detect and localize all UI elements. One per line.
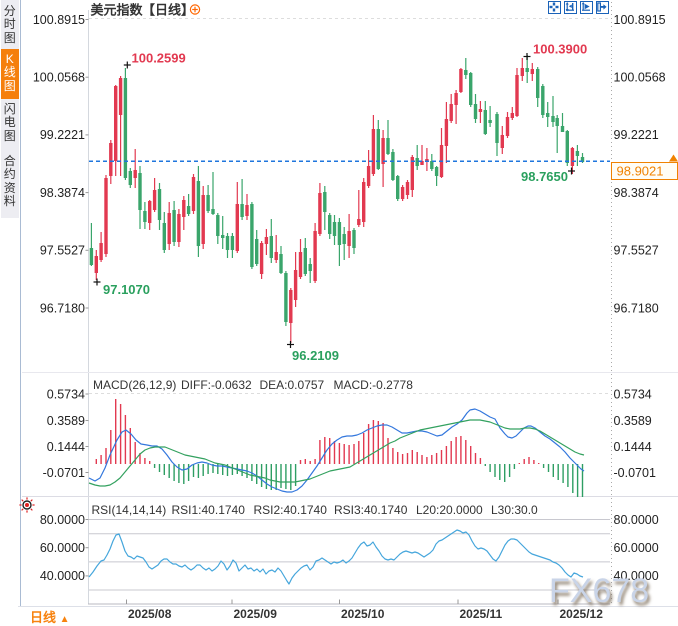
svg-text:RSI(14,14,14): RSI(14,14,14) <box>92 503 167 517</box>
svg-text:80.0000: 80.0000 <box>614 513 659 527</box>
svg-text:100.0568: 100.0568 <box>33 71 85 85</box>
svg-text:0.5734: 0.5734 <box>47 387 85 401</box>
svg-text:100.3900: 100.3900 <box>533 42 587 57</box>
svg-text:40.0000: 40.0000 <box>614 569 659 583</box>
svg-text:100.8915: 100.8915 <box>614 13 666 27</box>
svg-text:60.0000: 60.0000 <box>614 541 659 555</box>
svg-text:L30:30.0: L30:30.0 <box>491 503 538 517</box>
svg-text:-0.0701: -0.0701 <box>43 466 85 480</box>
svg-text:98.3874: 98.3874 <box>614 186 659 200</box>
svg-text:0.1444: 0.1444 <box>47 440 85 454</box>
svg-text:【日线】: 【日线】 <box>142 3 194 18</box>
svg-text:99.2221: 99.2221 <box>40 128 85 142</box>
svg-text:40.0000: 40.0000 <box>40 569 85 583</box>
svg-text:DIFF:-0.0632: DIFF:-0.0632 <box>181 378 252 392</box>
svg-text:97.5527: 97.5527 <box>614 244 659 258</box>
svg-text:DEA:0.0757: DEA:0.0757 <box>260 378 325 392</box>
svg-text:0.3589: 0.3589 <box>47 414 85 428</box>
svg-text:100.2599: 100.2599 <box>132 51 186 66</box>
svg-text:美元指数: 美元指数 <box>91 3 144 18</box>
svg-text:97.5527: 97.5527 <box>40 244 85 258</box>
svg-text:99.2221: 99.2221 <box>614 128 659 142</box>
svg-text:-0.0701: -0.0701 <box>614 466 656 480</box>
svg-text:RSI2:40.1740: RSI2:40.1740 <box>254 503 328 517</box>
svg-text:96.2109: 96.2109 <box>292 348 339 363</box>
svg-text:100.0568: 100.0568 <box>614 71 666 85</box>
svg-text:0.5734: 0.5734 <box>614 387 652 401</box>
svg-text:0.1444: 0.1444 <box>614 440 652 454</box>
svg-text:80.0000: 80.0000 <box>40 513 85 527</box>
svg-text:0.3589: 0.3589 <box>614 414 652 428</box>
svg-text:100.8915: 100.8915 <box>33 13 85 27</box>
svg-text:L20:20.0000: L20:20.0000 <box>416 503 483 517</box>
svg-text:MACD(26,12,9): MACD(26,12,9) <box>93 378 176 392</box>
svg-text:RSI1:40.1740: RSI1:40.1740 <box>172 503 246 517</box>
svg-text:96.7180: 96.7180 <box>614 301 659 315</box>
svg-text:98.9021: 98.9021 <box>617 164 664 179</box>
svg-text:60.0000: 60.0000 <box>40 541 85 555</box>
svg-text:97.1070: 97.1070 <box>103 282 150 297</box>
svg-text:98.7650: 98.7650 <box>521 169 568 184</box>
svg-text:RSI3:40.1740: RSI3:40.1740 <box>334 503 408 517</box>
svg-text:98.3874: 98.3874 <box>40 186 85 200</box>
svg-text:MACD:-0.2778: MACD:-0.2778 <box>334 378 414 392</box>
svg-text:96.7180: 96.7180 <box>40 301 85 315</box>
